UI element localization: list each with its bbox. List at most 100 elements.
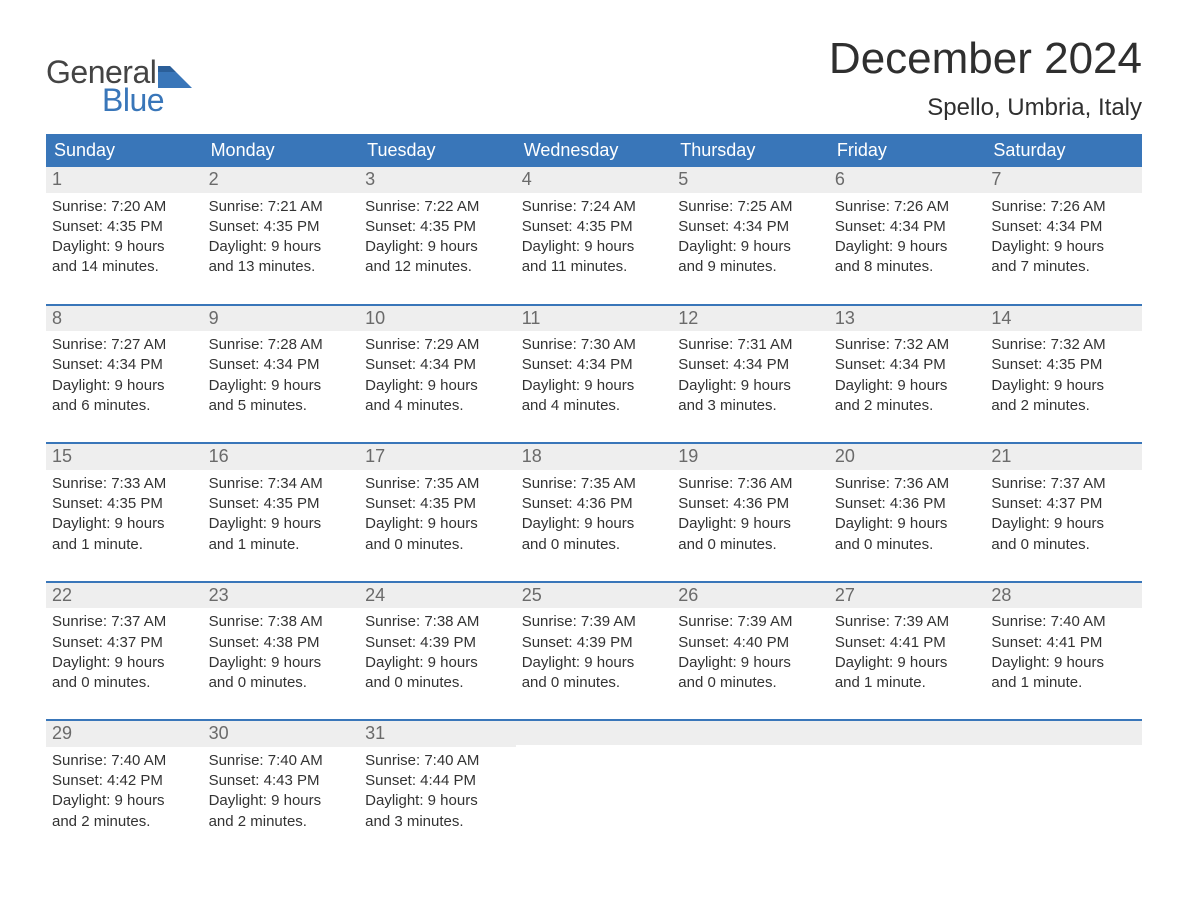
day-detail-line: Sunrise: 7:30 AM bbox=[522, 335, 667, 355]
day-number: 26 bbox=[672, 583, 829, 609]
day-number: 28 bbox=[985, 583, 1142, 609]
day-detail-line: Sunrise: 7:39 AM bbox=[678, 612, 823, 632]
day-detail-line: Daylight: 9 hours bbox=[365, 514, 510, 534]
day-detail-line: Sunrise: 7:20 AM bbox=[52, 197, 197, 217]
calendar-day bbox=[516, 721, 673, 840]
calendar-week: 8Sunrise: 7:27 AMSunset: 4:34 PMDaylight… bbox=[46, 304, 1142, 425]
day-detail-line: Sunset: 4:35 PM bbox=[209, 494, 354, 514]
day-detail-line: and 2 minutes. bbox=[52, 812, 197, 832]
calendar-day bbox=[985, 721, 1142, 840]
day-detail-line: Daylight: 9 hours bbox=[522, 376, 667, 396]
calendar-day: 13Sunrise: 7:32 AMSunset: 4:34 PMDayligh… bbox=[829, 306, 986, 425]
day-number: 4 bbox=[516, 167, 673, 193]
day-number: 8 bbox=[46, 306, 203, 332]
day-detail-line: Sunset: 4:34 PM bbox=[365, 355, 510, 375]
day-details: Sunrise: 7:35 AMSunset: 4:35 PMDaylight:… bbox=[359, 470, 516, 563]
calendar-day: 2Sunrise: 7:21 AMSunset: 4:35 PMDaylight… bbox=[203, 167, 360, 286]
day-detail-line: and 4 minutes. bbox=[365, 396, 510, 416]
calendar-day: 3Sunrise: 7:22 AMSunset: 4:35 PMDaylight… bbox=[359, 167, 516, 286]
day-number: 30 bbox=[203, 721, 360, 747]
calendar-day: 15Sunrise: 7:33 AMSunset: 4:35 PMDayligh… bbox=[46, 444, 203, 563]
weekday-header: Saturday bbox=[985, 134, 1142, 167]
day-detail-line: and 12 minutes. bbox=[365, 257, 510, 277]
day-details: Sunrise: 7:37 AMSunset: 4:37 PMDaylight:… bbox=[985, 470, 1142, 563]
day-detail-line: and 0 minutes. bbox=[678, 535, 823, 555]
day-details: Sunrise: 7:32 AMSunset: 4:35 PMDaylight:… bbox=[985, 331, 1142, 424]
day-detail-line: Daylight: 9 hours bbox=[522, 514, 667, 534]
day-details: Sunrise: 7:21 AMSunset: 4:35 PMDaylight:… bbox=[203, 193, 360, 286]
calendar-day: 7Sunrise: 7:26 AMSunset: 4:34 PMDaylight… bbox=[985, 167, 1142, 286]
weekday-header: Friday bbox=[829, 134, 986, 167]
day-detail-line: and 2 minutes. bbox=[209, 812, 354, 832]
day-details: Sunrise: 7:35 AMSunset: 4:36 PMDaylight:… bbox=[516, 470, 673, 563]
day-detail-line: Sunrise: 7:33 AM bbox=[52, 474, 197, 494]
day-detail-line: Sunset: 4:35 PM bbox=[52, 494, 197, 514]
day-details: Sunrise: 7:39 AMSunset: 4:39 PMDaylight:… bbox=[516, 608, 673, 701]
day-detail-line: Daylight: 9 hours bbox=[835, 237, 980, 257]
day-number: 22 bbox=[46, 583, 203, 609]
day-detail-line: and 14 minutes. bbox=[52, 257, 197, 277]
day-detail-line: and 6 minutes. bbox=[52, 396, 197, 416]
day-detail-line: and 8 minutes. bbox=[835, 257, 980, 277]
day-detail-line: Sunset: 4:34 PM bbox=[835, 217, 980, 237]
day-detail-line: Daylight: 9 hours bbox=[522, 653, 667, 673]
weekday-header: Sunday bbox=[46, 134, 203, 167]
day-detail-line: Sunset: 4:41 PM bbox=[991, 633, 1136, 653]
day-detail-line: Sunset: 4:37 PM bbox=[991, 494, 1136, 514]
day-details: Sunrise: 7:32 AMSunset: 4:34 PMDaylight:… bbox=[829, 331, 986, 424]
day-detail-line: Sunset: 4:34 PM bbox=[522, 355, 667, 375]
day-number: 7 bbox=[985, 167, 1142, 193]
day-detail-line: Sunset: 4:34 PM bbox=[209, 355, 354, 375]
weekday-header: Tuesday bbox=[359, 134, 516, 167]
weekday-header-row: SundayMondayTuesdayWednesdayThursdayFrid… bbox=[46, 134, 1142, 167]
day-detail-line: Sunrise: 7:29 AM bbox=[365, 335, 510, 355]
day-detail-line: Sunrise: 7:40 AM bbox=[52, 751, 197, 771]
day-number: 16 bbox=[203, 444, 360, 470]
day-number: 13 bbox=[829, 306, 986, 332]
day-details: Sunrise: 7:28 AMSunset: 4:34 PMDaylight:… bbox=[203, 331, 360, 424]
calendar-day: 25Sunrise: 7:39 AMSunset: 4:39 PMDayligh… bbox=[516, 583, 673, 702]
day-detail-line: and 2 minutes. bbox=[835, 396, 980, 416]
day-detail-line: Daylight: 9 hours bbox=[52, 653, 197, 673]
day-detail-line: Sunrise: 7:31 AM bbox=[678, 335, 823, 355]
day-detail-line: Daylight: 9 hours bbox=[52, 514, 197, 534]
location-text: Spello, Umbria, Italy bbox=[829, 94, 1142, 122]
calendar-day: 1Sunrise: 7:20 AMSunset: 4:35 PMDaylight… bbox=[46, 167, 203, 286]
day-detail-line: and 0 minutes. bbox=[835, 535, 980, 555]
calendar-day bbox=[829, 721, 986, 840]
day-detail-line: Daylight: 9 hours bbox=[835, 514, 980, 534]
calendar-day bbox=[672, 721, 829, 840]
day-detail-line: Sunrise: 7:26 AM bbox=[991, 197, 1136, 217]
day-detail-line: Sunrise: 7:24 AM bbox=[522, 197, 667, 217]
day-details: Sunrise: 7:20 AMSunset: 4:35 PMDaylight:… bbox=[46, 193, 203, 286]
day-number: 9 bbox=[203, 306, 360, 332]
day-detail-line: and 7 minutes. bbox=[991, 257, 1136, 277]
day-detail-line: Daylight: 9 hours bbox=[365, 791, 510, 811]
day-detail-line: Daylight: 9 hours bbox=[52, 237, 197, 257]
day-detail-line: Sunrise: 7:28 AM bbox=[209, 335, 354, 355]
day-detail-line: Sunrise: 7:36 AM bbox=[678, 474, 823, 494]
calendar-day: 29Sunrise: 7:40 AMSunset: 4:42 PMDayligh… bbox=[46, 721, 203, 840]
day-details: Sunrise: 7:31 AMSunset: 4:34 PMDaylight:… bbox=[672, 331, 829, 424]
day-detail-line: Sunrise: 7:38 AM bbox=[209, 612, 354, 632]
day-number: 24 bbox=[359, 583, 516, 609]
calendar-day: 18Sunrise: 7:35 AMSunset: 4:36 PMDayligh… bbox=[516, 444, 673, 563]
calendar-day: 12Sunrise: 7:31 AMSunset: 4:34 PMDayligh… bbox=[672, 306, 829, 425]
day-detail-line: and 1 minute. bbox=[835, 673, 980, 693]
day-number: 1 bbox=[46, 167, 203, 193]
day-number bbox=[672, 721, 829, 745]
calendar-day: 31Sunrise: 7:40 AMSunset: 4:44 PMDayligh… bbox=[359, 721, 516, 840]
day-detail-line: and 9 minutes. bbox=[678, 257, 823, 277]
day-detail-line: Sunset: 4:38 PM bbox=[209, 633, 354, 653]
calendar-day: 23Sunrise: 7:38 AMSunset: 4:38 PMDayligh… bbox=[203, 583, 360, 702]
day-details: Sunrise: 7:30 AMSunset: 4:34 PMDaylight:… bbox=[516, 331, 673, 424]
day-detail-line: Daylight: 9 hours bbox=[209, 791, 354, 811]
day-detail-line: Daylight: 9 hours bbox=[991, 376, 1136, 396]
day-detail-line: Sunset: 4:36 PM bbox=[678, 494, 823, 514]
day-detail-line: Daylight: 9 hours bbox=[52, 791, 197, 811]
day-number bbox=[829, 721, 986, 745]
day-detail-line: Sunset: 4:43 PM bbox=[209, 771, 354, 791]
day-number: 17 bbox=[359, 444, 516, 470]
day-detail-line: Daylight: 9 hours bbox=[991, 514, 1136, 534]
day-detail-line: Sunrise: 7:32 AM bbox=[835, 335, 980, 355]
